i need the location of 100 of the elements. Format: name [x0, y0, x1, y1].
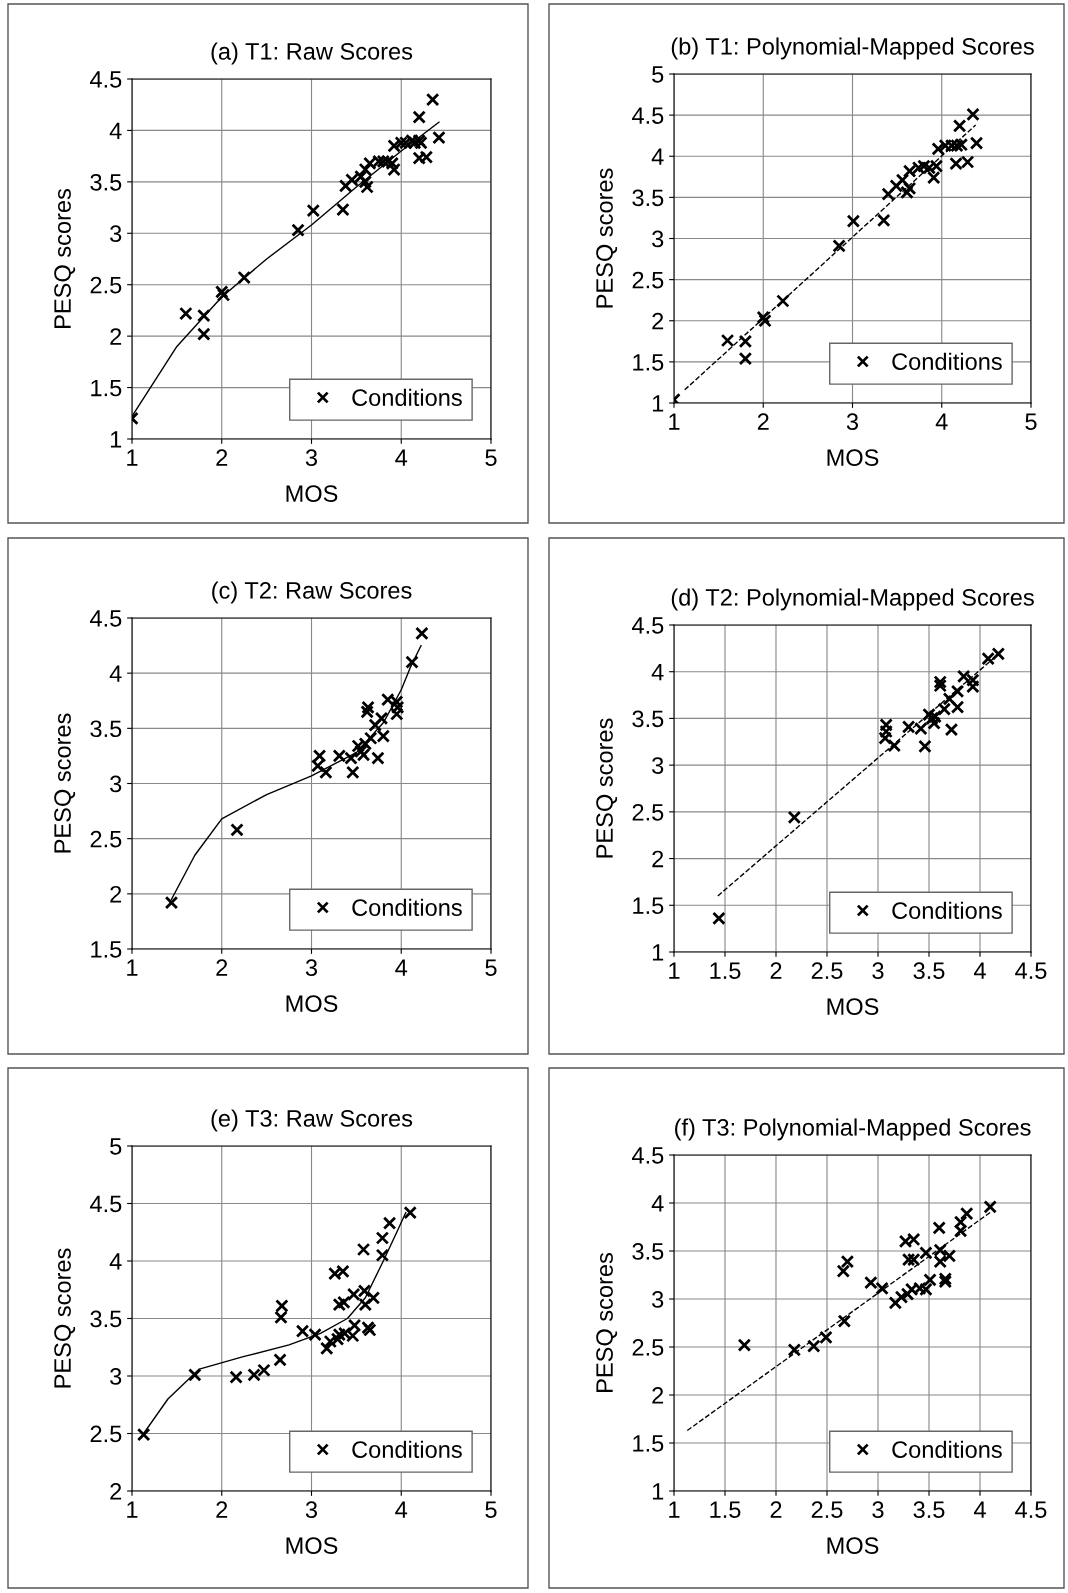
- x-tick-label: 3: [872, 1501, 884, 1519]
- chart-title: (c) T2: Raw Scores: [212, 581, 412, 604]
- y-tick-label: 1: [110, 431, 122, 448]
- y-tick-label: 1.5: [633, 897, 664, 915]
- y-tick-label: 2: [652, 312, 664, 330]
- x-axis-title: MOS: [827, 449, 879, 466]
- y-tick-label: 3.5: [632, 189, 664, 207]
- x-tick-label: 5: [485, 1501, 497, 1519]
- y-tick-label: 3.5: [90, 173, 122, 191]
- y-tick-label: 2: [652, 1387, 664, 1404]
- y-tick-label: 1.5: [633, 354, 664, 371]
- x-tick-label: 5: [485, 959, 497, 977]
- x-tick-label: 4: [935, 413, 948, 430]
- y-tick-label: 4.5: [90, 1195, 122, 1213]
- y-axis-title: PESQ scores: [596, 168, 618, 308]
- y-tick-label: 2.5: [90, 276, 122, 294]
- x-tick-label: 2: [770, 962, 782, 979]
- y-tick-label: 1.5: [91, 941, 122, 958]
- y-tick-label: 3.5: [632, 1243, 664, 1260]
- x-tick-label: 4: [395, 959, 408, 976]
- y-tick-label: 4: [651, 664, 664, 681]
- y-tick-label: 1.5: [91, 379, 122, 397]
- y-axis-title: PESQ scores: [54, 713, 76, 853]
- x-tick-label: 3.5: [913, 1501, 945, 1519]
- y-tick-label: 2: [652, 850, 664, 868]
- x-axis-title: MOS: [286, 1537, 338, 1554]
- y-tick-label: 4: [109, 665, 122, 682]
- y-tick-label: 4.5: [90, 71, 122, 88]
- x-tick-label: 2: [216, 959, 228, 976]
- x-tick-label: 5: [1025, 413, 1037, 431]
- x-tick-label: 2: [757, 413, 769, 430]
- x-tick-label: 1.5: [710, 962, 741, 980]
- y-tick-label: 3: [110, 1368, 122, 1385]
- x-tick-label: 3: [305, 449, 318, 467]
- y-tick-label: 4.5: [632, 1147, 664, 1164]
- y-tick-label: 3: [110, 775, 122, 793]
- y-tick-label: 5: [652, 66, 664, 83]
- y-tick-label: 2.5: [90, 1425, 122, 1443]
- y-tick-label: 4.5: [632, 617, 664, 634]
- x-tick-label: 3: [305, 1501, 318, 1519]
- x-tick-label: 4: [973, 962, 986, 979]
- x-tick-label: 5: [485, 449, 497, 467]
- y-tick-label: 4: [109, 122, 122, 139]
- x-axis-title: MOS: [827, 1537, 879, 1554]
- x-tick-label: 1: [669, 1501, 680, 1518]
- x-tick-label: 4: [395, 1501, 408, 1518]
- x-tick-label: 1: [127, 959, 138, 976]
- x-tick-label: 1: [127, 449, 138, 466]
- x-tick-label: 3: [872, 962, 884, 980]
- x-tick-label: 2.5: [811, 1501, 843, 1519]
- x-tick-label: 3: [846, 413, 859, 431]
- y-axis-title: PESQ scores: [596, 1252, 618, 1392]
- y-tick-label: 1: [652, 395, 664, 412]
- chart-title: (a) T1: Raw Scores: [211, 42, 413, 65]
- y-tick-label: 2: [110, 328, 122, 345]
- y-tick-label: 1: [652, 1483, 664, 1500]
- legend-label: Conditions: [892, 352, 1002, 370]
- legend-label: Conditions: [352, 1440, 462, 1458]
- x-tick-label: 4: [973, 1501, 986, 1518]
- y-tick-label: 1.5: [633, 1435, 664, 1452]
- y-tick-label: 2: [110, 1483, 122, 1500]
- y-tick-label: 2: [110, 885, 122, 903]
- y-tick-label: 2.5: [90, 830, 122, 848]
- x-axis-title: MOS: [286, 995, 338, 1012]
- chart-title: (b) T1: Polynomial-Mapped Scores: [671, 37, 1034, 60]
- y-tick-label: 3.5: [632, 710, 664, 728]
- legend-label: Conditions: [352, 898, 462, 916]
- legend-label: Conditions: [352, 388, 462, 406]
- x-tick-label: 1.5: [710, 1501, 741, 1519]
- y-axis-title: PESQ scores: [54, 1248, 76, 1388]
- x-tick-label: 2.5: [811, 962, 843, 980]
- x-tick-label: 3.5: [913, 962, 945, 980]
- x-tick-label: 1: [669, 962, 680, 979]
- x-tick-label: 1: [127, 1501, 138, 1518]
- y-axis-title: PESQ scores: [596, 718, 618, 858]
- y-tick-label: 3: [652, 1291, 664, 1308]
- legend-label: Conditions: [892, 1440, 1002, 1458]
- y-tick-label: 3.5: [90, 720, 122, 738]
- y-tick-label: 3: [652, 757, 664, 774]
- chart-title: (f) T3: Polynomial-Mapped Scores: [675, 1118, 1031, 1141]
- chart-title: (e) T3: Raw Scores: [211, 1109, 413, 1132]
- x-axis-title: MOS: [286, 485, 338, 502]
- x-tick-label: 4.5: [1015, 962, 1047, 980]
- y-tick-label: 1: [652, 944, 664, 961]
- x-tick-label: 4: [395, 449, 408, 466]
- x-tick-label: 2: [216, 1501, 228, 1518]
- y-tick-label: 2.5: [632, 271, 664, 289]
- y-tick-label: 3: [110, 225, 122, 243]
- x-axis-title: MOS: [827, 998, 879, 1015]
- y-tick-label: 2.5: [632, 803, 664, 821]
- x-tick-label: 4.5: [1015, 1501, 1047, 1519]
- legend-label: Conditions: [892, 901, 1002, 919]
- y-tick-label: 3: [652, 230, 664, 248]
- x-tick-label: 1: [669, 413, 680, 430]
- y-tick-label: 4: [651, 148, 664, 165]
- chart-title: (d) T2: Polynomial-Mapped Scores: [671, 588, 1034, 611]
- y-tick-label: 5: [110, 1138, 122, 1155]
- y-tick-label: 4: [651, 1195, 664, 1212]
- y-tick-label: 3.5: [90, 1310, 122, 1328]
- x-tick-label: 2: [770, 1501, 782, 1518]
